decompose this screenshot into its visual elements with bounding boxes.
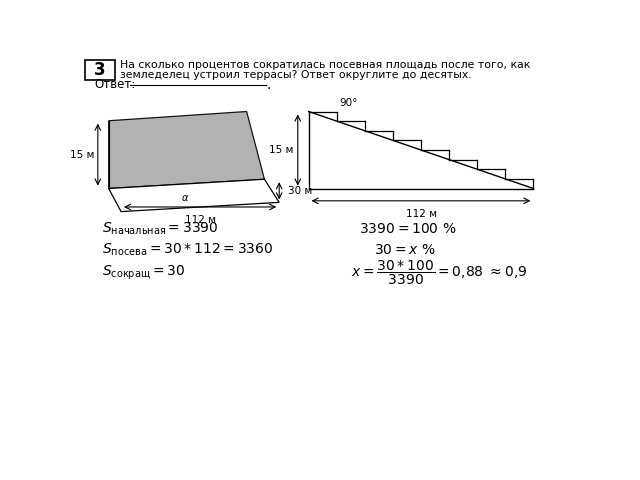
- Text: 15 м: 15 м: [70, 150, 94, 160]
- Text: $S_{\mathrm{посева}} = 30 * 112 = 3360$: $S_{\mathrm{посева}} = 30 * 112 = 3360$: [102, 242, 273, 258]
- Text: .: .: [267, 78, 271, 92]
- Text: $30 = x\ \%$: $30 = x\ \%$: [374, 243, 436, 257]
- Text: α: α: [181, 193, 188, 203]
- Text: 112 м: 112 м: [184, 215, 216, 225]
- Text: земледелец устроил террасы? Ответ округлите до десятых.: земледелец устроил террасы? Ответ округл…: [120, 70, 472, 80]
- Text: 30 м: 30 м: [288, 186, 312, 196]
- Polygon shape: [109, 111, 264, 189]
- Text: 112 м: 112 м: [406, 208, 436, 218]
- FancyBboxPatch shape: [85, 60, 115, 80]
- Text: 15 м: 15 м: [269, 145, 293, 155]
- Text: $3390 = 100\ \%$: $3390 = 100\ \%$: [359, 222, 457, 236]
- Text: $S_{\mathrm{сокращ}} = 30$: $S_{\mathrm{сокращ}} = 30$: [102, 264, 185, 282]
- Text: $x = \dfrac{30 * 100}{3390} = 0{,}88\ \approx 0{,}9$: $x = \dfrac{30 * 100}{3390} = 0{,}88\ \a…: [351, 259, 527, 288]
- Text: 90°: 90°: [340, 98, 358, 108]
- Polygon shape: [109, 179, 279, 212]
- Text: На сколько процентов сократилась посевная площадь после того, как: На сколько процентов сократилась посевна…: [120, 60, 531, 70]
- Text: $S_{\mathrm{начальная}} = 3390$: $S_{\mathrm{начальная}} = 3390$: [102, 220, 218, 237]
- Text: Ответ:: Ответ:: [94, 78, 135, 91]
- Text: 3: 3: [94, 61, 106, 79]
